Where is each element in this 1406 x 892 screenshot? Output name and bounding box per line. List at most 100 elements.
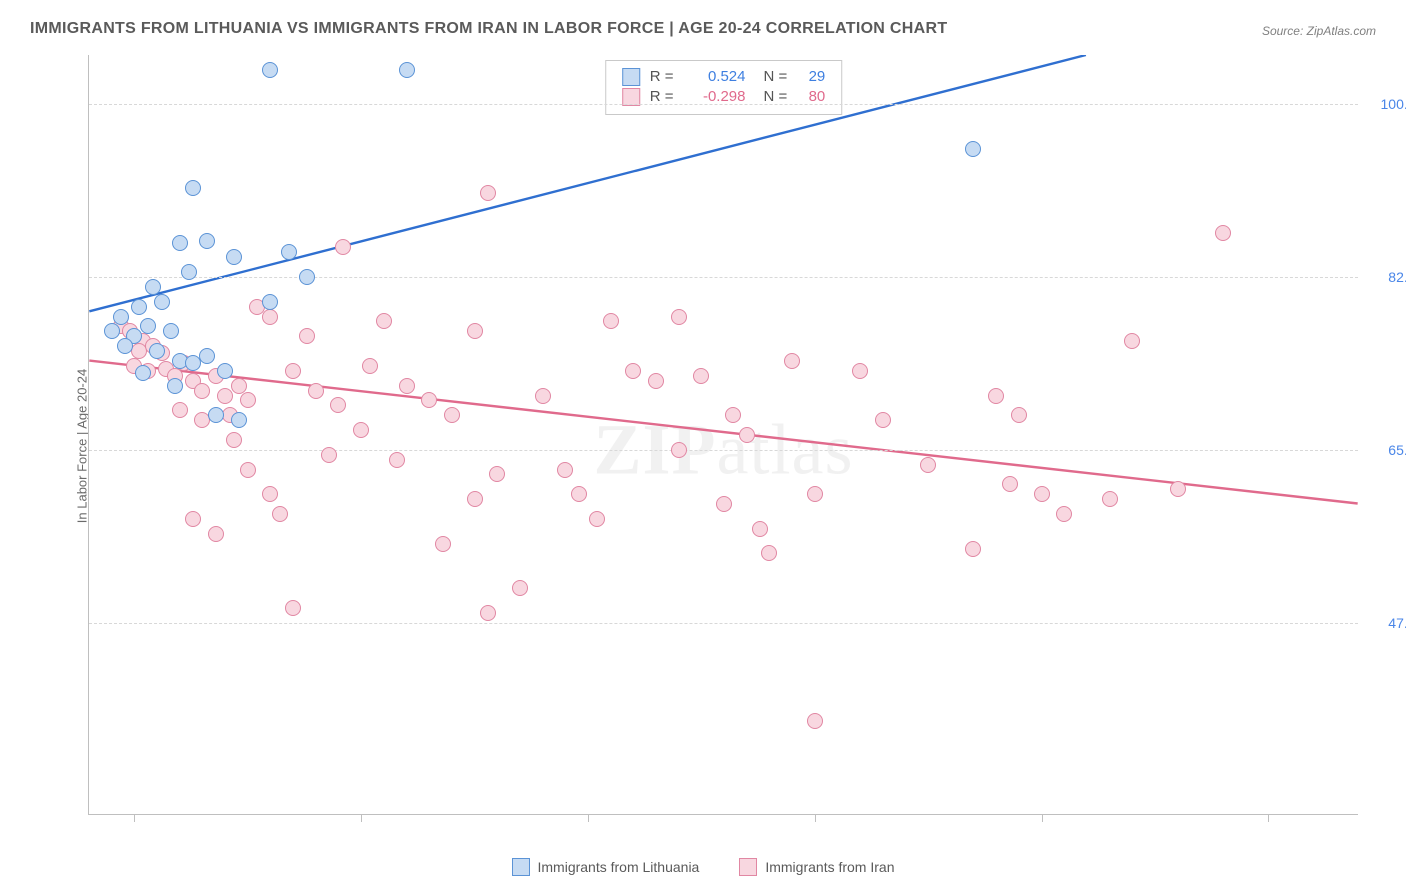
data-point (671, 442, 687, 458)
n-value: 29 (797, 67, 825, 87)
data-point (217, 363, 233, 379)
data-point (1124, 333, 1140, 349)
data-point (281, 244, 297, 260)
source-attribution: Source: ZipAtlas.com (1262, 24, 1376, 38)
data-point (308, 383, 324, 399)
data-point (648, 373, 664, 389)
data-point (217, 388, 233, 404)
gridline-h (89, 450, 1358, 451)
data-point (376, 313, 392, 329)
data-point (240, 462, 256, 478)
legend-item: Immigrants from Lithuania (512, 858, 700, 876)
data-point (172, 402, 188, 418)
chart-title: IMMIGRANTS FROM LITHUANIA VS IMMIGRANTS … (30, 20, 1376, 38)
data-point (1034, 486, 1050, 502)
data-point (135, 365, 151, 381)
data-point (226, 432, 242, 448)
r-value: 0.524 (684, 67, 746, 87)
data-point (965, 141, 981, 157)
data-point (435, 536, 451, 552)
x-tick (134, 814, 135, 822)
data-point (875, 412, 891, 428)
data-point (117, 338, 133, 354)
data-point (163, 323, 179, 339)
y-tick-label: 100.0% (1368, 96, 1406, 112)
x-tick (815, 814, 816, 822)
data-point (988, 388, 1004, 404)
data-point (467, 491, 483, 507)
data-point (262, 309, 278, 325)
data-point (185, 511, 201, 527)
data-point (589, 511, 605, 527)
correlation-legend: R =0.524N =29R =-0.298N =80 (605, 60, 843, 115)
data-point (299, 328, 315, 344)
data-point (489, 466, 505, 482)
data-point (512, 580, 528, 596)
legend-item: Immigrants from Iran (739, 858, 894, 876)
data-point (262, 486, 278, 502)
x-tick (1268, 814, 1269, 822)
data-point (920, 457, 936, 473)
data-point (671, 309, 687, 325)
data-point (231, 378, 247, 394)
data-point (285, 363, 301, 379)
data-point (1002, 476, 1018, 492)
data-point (444, 407, 460, 423)
data-point (321, 447, 337, 463)
r-label: R = (650, 67, 674, 87)
data-point (194, 383, 210, 399)
data-point (399, 378, 415, 394)
data-point (140, 318, 156, 334)
data-point (113, 309, 129, 325)
data-point (603, 313, 619, 329)
x-tick (588, 814, 589, 822)
data-point (807, 486, 823, 502)
data-point (226, 249, 242, 265)
data-point (172, 235, 188, 251)
data-point (299, 269, 315, 285)
data-point (362, 358, 378, 374)
gridline-h (89, 277, 1358, 278)
data-point (208, 526, 224, 542)
data-point (693, 368, 709, 384)
data-point (480, 185, 496, 201)
legend-swatch (512, 858, 530, 876)
trend-lines-svg (89, 55, 1358, 814)
data-point (752, 521, 768, 537)
legend-swatch (739, 858, 757, 876)
data-point (181, 264, 197, 280)
data-point (1170, 481, 1186, 497)
data-point (131, 299, 147, 315)
data-point (272, 506, 288, 522)
n-label: N = (764, 67, 788, 87)
x-tick (1042, 814, 1043, 822)
data-point (852, 363, 868, 379)
data-point (1011, 407, 1027, 423)
data-point (335, 239, 351, 255)
data-point (1215, 225, 1231, 241)
data-point (149, 343, 165, 359)
data-point (262, 294, 278, 310)
data-point (761, 545, 777, 561)
data-point (389, 452, 405, 468)
data-point (208, 407, 224, 423)
page-container: IMMIGRANTS FROM LITHUANIA VS IMMIGRANTS … (0, 0, 1406, 892)
data-point (965, 541, 981, 557)
gridline-h (89, 104, 1358, 105)
data-point (571, 486, 587, 502)
data-point (467, 323, 483, 339)
data-point (725, 407, 741, 423)
legend-label: Immigrants from Lithuania (538, 859, 700, 875)
gridline-h (89, 623, 1358, 624)
data-point (154, 294, 170, 310)
data-point (104, 323, 120, 339)
data-point (231, 412, 247, 428)
data-point (145, 279, 161, 295)
trend-line (89, 55, 1086, 311)
data-point (399, 62, 415, 78)
y-tick-label: 47.5% (1368, 615, 1406, 631)
y-tick-label: 65.0% (1368, 442, 1406, 458)
y-tick-label: 82.5% (1368, 269, 1406, 285)
data-point (480, 605, 496, 621)
data-point (167, 378, 183, 394)
